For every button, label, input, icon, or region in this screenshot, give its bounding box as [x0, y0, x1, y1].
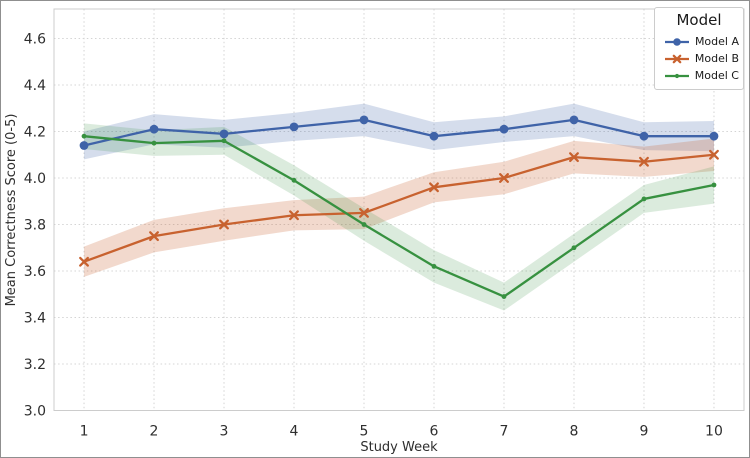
y-tick-label: 4.2 [24, 125, 46, 141]
dot-marker [674, 73, 680, 78]
x-marker [219, 219, 229, 230]
y-tick-label: 3.8 [24, 218, 46, 234]
x-tick-label: 2 [150, 424, 159, 440]
circle-marker [499, 124, 509, 134]
x-tick-label: 10 [705, 424, 723, 440]
x-marker [569, 152, 579, 163]
legend-item-model-c: Model C [655, 67, 743, 84]
x-tick-label: 6 [430, 424, 439, 440]
dot-marker [221, 138, 227, 144]
dot-marker [641, 196, 647, 202]
legend-label-model-b: Model B [694, 52, 739, 65]
x-marker [149, 231, 159, 242]
y-tick-label: 3.0 [24, 404, 46, 420]
y-axis-label: Mean Correctness Score (0-5) [4, 114, 19, 307]
y-tick-label: 4.0 [24, 171, 46, 187]
x-tick-label: 3 [220, 424, 229, 440]
x-tick-label: 9 [640, 424, 649, 440]
dot-marker [571, 245, 577, 251]
legend-line-sample-model-a [665, 37, 689, 46]
legend: Model Model A Model B Model C [654, 7, 744, 90]
legend-items: Model A Model B Model C [655, 33, 743, 84]
confidence-band-model-a [84, 103, 714, 160]
dot-marker [711, 182, 717, 188]
circle-marker [149, 124, 159, 134]
x-marker [639, 156, 649, 167]
y-tick-label: 3.4 [24, 311, 46, 327]
legend-title: Model [676, 11, 722, 29]
circle-marker [359, 115, 369, 125]
dot-marker [431, 263, 437, 269]
series-model-b [79, 149, 719, 267]
line-model-c [82, 135, 716, 298]
dot-marker [361, 222, 367, 227]
legend-label-model-c: Model C [694, 69, 739, 82]
circle-marker [429, 131, 439, 141]
circle-marker [639, 131, 649, 141]
x-marker [672, 54, 682, 63]
legend-line-sample-model-c [665, 73, 689, 78]
series-model-a [79, 115, 719, 150]
circle-marker [569, 115, 579, 125]
legend-line-sample-model-b [665, 54, 689, 63]
x-marker [499, 173, 509, 183]
legend-item-model-a: Model A [655, 33, 743, 50]
confidence-band-model-c [84, 123, 714, 311]
x-axis-label: Study Week [360, 440, 438, 455]
y-tick-label: 3.6 [24, 264, 46, 280]
legend-item-model-b: Model B [655, 50, 743, 67]
legend-label-model-a: Model A [694, 35, 739, 48]
line-model-a [82, 118, 716, 147]
y-tick-label: 4.4 [24, 78, 46, 94]
x-marker [429, 182, 439, 193]
x-marker [359, 207, 369, 218]
plot-border [53, 8, 745, 411]
circle-marker [79, 141, 89, 150]
confidence-band-model-b [84, 138, 714, 277]
dot-marker [81, 133, 87, 139]
circle-marker [219, 129, 229, 139]
x-tick-label: 7 [500, 424, 509, 440]
line-model-b [82, 153, 716, 263]
circle-marker [673, 37, 681, 46]
x-marker [709, 149, 719, 160]
x-tick-label: 5 [360, 424, 369, 440]
dot-marker [291, 177, 297, 183]
circle-marker [289, 122, 299, 132]
y-tick-label: 3.2 [24, 357, 46, 373]
x-tick-label: 4 [290, 424, 299, 440]
series-model-c [81, 133, 717, 300]
x-tick-label: 8 [570, 424, 579, 440]
y-tick-label: 4.6 [24, 32, 46, 48]
x-tick-label: 1 [80, 424, 89, 440]
circle-marker [709, 131, 719, 141]
dot-marker [501, 294, 507, 300]
x-marker [289, 210, 299, 221]
dot-marker [151, 140, 157, 146]
x-marker [79, 256, 89, 267]
